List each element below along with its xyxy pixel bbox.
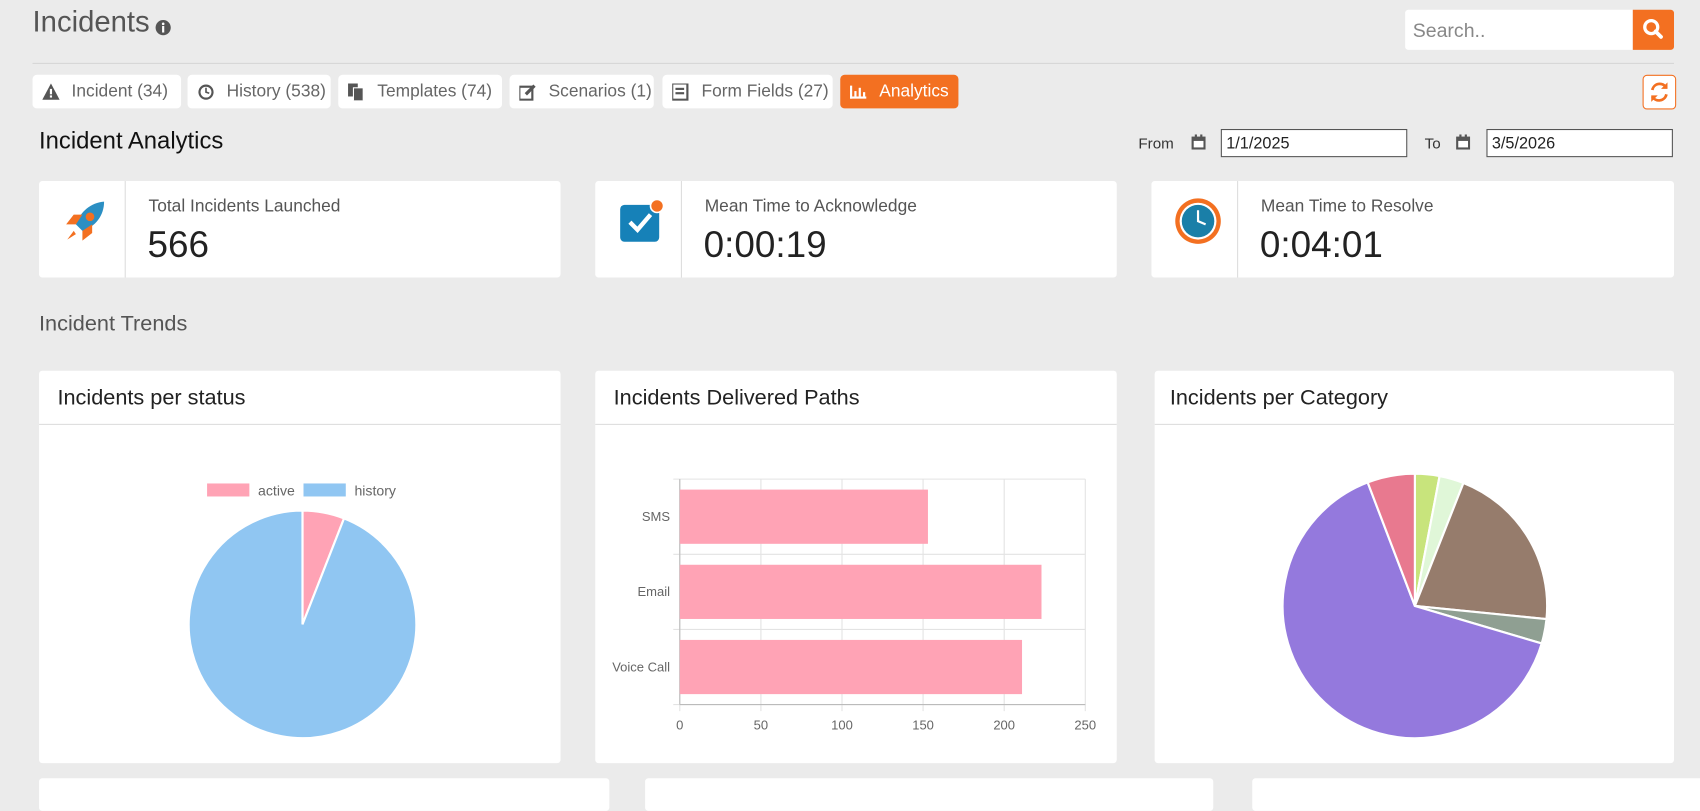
legend-label: history	[354, 482, 396, 498]
stat-card: Total Incidents Launched 566	[39, 181, 561, 278]
stat-card: Mean Time to Resolve 0:04:01	[1151, 181, 1675, 278]
tab[interactable]: Templates (74)	[338, 74, 502, 109]
tab[interactable]: Analytics	[840, 74, 959, 109]
info-icon[interactable]	[155, 20, 171, 36]
calendar-icon	[1191, 134, 1206, 150]
bar	[679, 489, 928, 544]
search-input[interactable]: Search..	[1405, 9, 1633, 50]
tab[interactable]: Scenarios (1)	[509, 74, 654, 109]
stat-value: 0:00:19	[703, 224, 827, 266]
legend-swatch	[303, 483, 346, 497]
pie-slice	[1281, 481, 1544, 740]
tab[interactable]: History (538)	[187, 74, 331, 109]
legend-swatch	[207, 483, 250, 497]
stat-label: Mean Time to Acknowledge	[704, 197, 917, 216]
tab-label: History (538)	[226, 82, 326, 101]
from-label: From	[1138, 134, 1174, 152]
bar	[679, 564, 1042, 619]
chart-title: Incidents per status	[57, 385, 246, 410]
bar	[679, 639, 1023, 695]
search-button[interactable]	[1632, 9, 1675, 50]
x-tick-label: 250	[1074, 718, 1096, 733]
x-tick-label: 150	[912, 718, 934, 733]
refresh-button[interactable]	[1642, 74, 1677, 110]
stat-value: 0:04:01	[1259, 224, 1383, 266]
tab-label: Scenarios (1)	[548, 82, 652, 101]
pie-slice	[1413, 481, 1549, 621]
divider	[32, 62, 1675, 64]
pie-slice	[1366, 472, 1416, 607]
rocket-icon	[66, 201, 105, 241]
legend-label: active	[258, 482, 295, 498]
x-tick-label: 50	[754, 718, 768, 733]
trends-title: Incident Trends	[39, 312, 188, 337]
stat-value: 566	[147, 224, 209, 266]
check-icon	[620, 198, 665, 242]
page-title: Incidents	[32, 5, 150, 38]
stat-card: Mean Time to Acknowledge 0:00:19	[595, 181, 1117, 278]
tab-label: Templates (74)	[377, 82, 493, 101]
chart-title: Incidents Delivered Paths	[613, 385, 860, 410]
x-tick-label: 0	[676, 718, 683, 733]
to-date[interactable]: 3/5/2026	[1486, 128, 1673, 158]
calendar-icon	[1456, 134, 1471, 150]
tab-label: Incident (34)	[71, 82, 168, 101]
y-tick-label: Email	[638, 584, 671, 599]
chart-title: Incidents per Category	[1169, 385, 1389, 410]
x-tick-label: 200	[993, 718, 1015, 733]
y-tick-label: SMS	[642, 509, 671, 524]
stat-label: Total Incidents Launched	[148, 197, 341, 216]
section-title: Incident Analytics	[39, 126, 224, 154]
to-label: To	[1424, 134, 1441, 152]
tab-label: Analytics	[879, 82, 949, 101]
stat-label: Mean Time to Resolve	[1260, 197, 1434, 216]
x-tick-label: 100	[831, 718, 853, 733]
tab-label: Form Fields (27)	[701, 82, 829, 101]
tab[interactable]: Form Fields (27)	[662, 74, 833, 109]
y-tick-label: Voice Call	[612, 659, 670, 674]
pie-slice	[187, 509, 418, 740]
search-placeholder: Search..	[1412, 19, 1486, 42]
clock-icon	[1175, 198, 1221, 244]
tab[interactable]: Incident (34)	[32, 74, 182, 109]
from-date[interactable]: 1/1/2025	[1220, 128, 1408, 158]
